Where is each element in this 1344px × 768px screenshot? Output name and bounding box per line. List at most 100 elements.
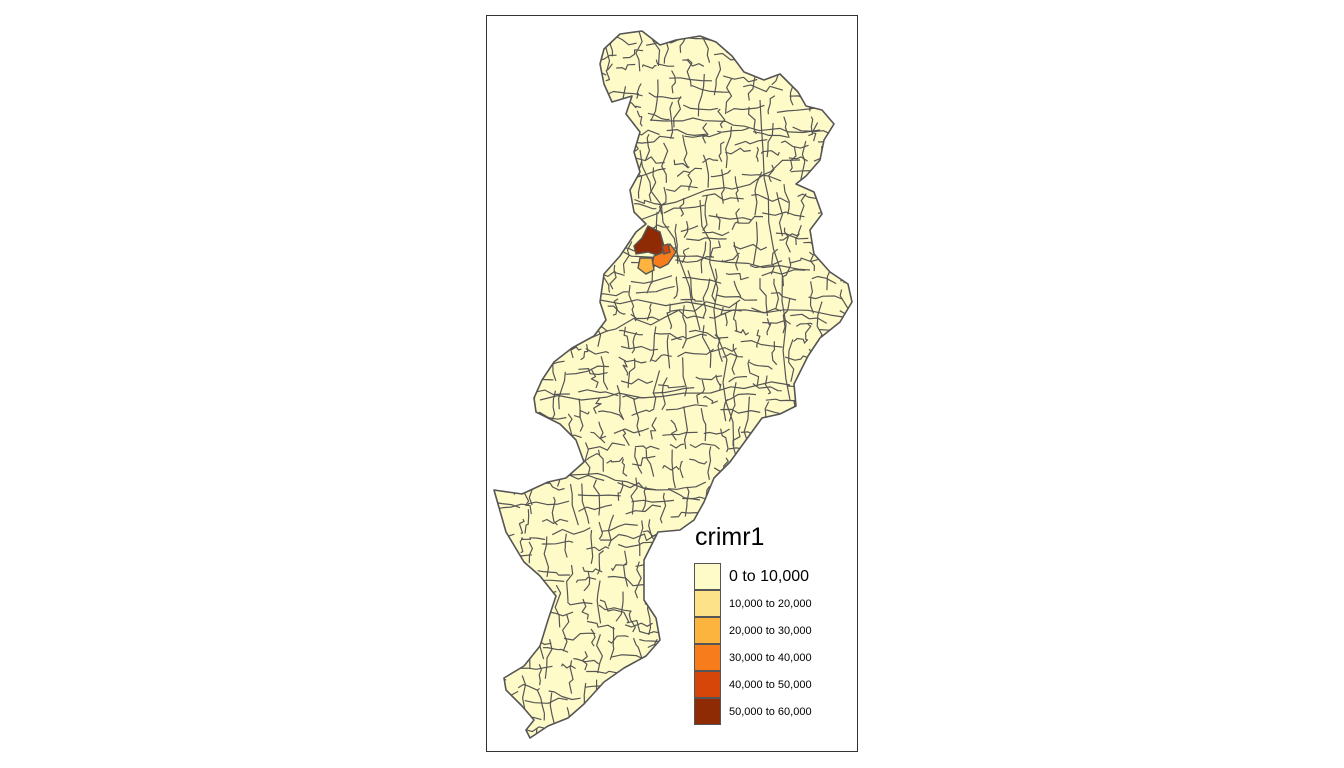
area-boundary — [669, 443, 685, 449]
area-boundary — [663, 721, 670, 738]
area-boundary — [559, 469, 701, 501]
area-boundary — [552, 726, 575, 731]
area-boundary — [677, 348, 715, 358]
area-boundary — [524, 697, 568, 704]
area-boundary — [672, 671, 681, 709]
area-boundary — [598, 521, 603, 540]
area-boundary — [622, 429, 630, 446]
area-boundary — [494, 665, 514, 673]
area-boundary — [678, 625, 695, 632]
area-boundary — [801, 67, 841, 77]
area-boundary — [569, 151, 576, 192]
area-boundary — [636, 110, 643, 127]
area-boundary — [657, 586, 695, 594]
area-boundary — [702, 154, 710, 188]
area-boundary — [728, 382, 737, 422]
area-boundary — [835, 579, 842, 610]
area-boundary — [788, 339, 795, 382]
area-boundary — [759, 99, 791, 401]
area-boundary — [497, 76, 503, 111]
area-boundary — [790, 467, 797, 505]
area-boundary — [755, 146, 759, 162]
area-boundary — [639, 159, 801, 221]
area-boundary — [792, 126, 833, 136]
area-boundary — [636, 83, 642, 99]
area-boundary — [534, 434, 543, 467]
area-boundary — [747, 359, 760, 387]
area-boundary — [776, 107, 817, 113]
area-boundary — [671, 449, 676, 489]
area-boundary — [553, 233, 561, 272]
area-boundary — [661, 377, 668, 411]
area-boundary — [828, 702, 836, 731]
area-boundary — [853, 299, 886, 304]
area-boundary — [624, 622, 653, 628]
area-boundary — [580, 739, 589, 765]
area-boundary — [634, 445, 660, 450]
area-boundary — [541, 61, 558, 70]
area-boundary — [494, 634, 523, 642]
area-boundary — [710, 169, 731, 178]
area-boundary — [554, 584, 562, 628]
area-boundary — [605, 63, 613, 82]
area-boundary — [661, 642, 671, 659]
area-boundary — [532, 31, 542, 63]
area-boundary — [713, 61, 722, 96]
area-boundary — [836, 448, 843, 477]
area-boundary — [628, 210, 634, 232]
area-boundary — [556, 311, 595, 320]
area-boundary — [578, 389, 619, 397]
area-boundary — [809, 281, 815, 314]
area-boundary — [566, 601, 593, 606]
area-boundary — [741, 31, 748, 69]
area-boundary — [776, 192, 783, 237]
area-boundary — [550, 157, 581, 162]
area-boundary — [494, 722, 513, 728]
area-boundary — [623, 550, 629, 587]
area-boundary — [790, 257, 819, 264]
area-boundary — [648, 167, 657, 202]
highlight-area — [661, 243, 671, 255]
highlight-areas — [633, 225, 677, 275]
area-boundary — [523, 336, 530, 375]
area-boundary — [798, 456, 828, 465]
area-boundary — [812, 352, 819, 389]
legend-item: 0 to 10,000 — [694, 563, 809, 590]
area-boundary — [667, 606, 672, 631]
area-boundary — [634, 203, 657, 210]
area-boundary — [519, 537, 524, 554]
area-boundary — [609, 264, 617, 290]
area-boundary — [494, 325, 529, 336]
area-boundary — [508, 609, 515, 635]
area-boundary — [726, 104, 765, 114]
area-boundary — [551, 99, 577, 107]
area-boundary — [494, 42, 505, 48]
area-boundary — [494, 337, 503, 357]
area-boundary — [620, 222, 636, 230]
area-boundary — [702, 231, 730, 237]
area-boundary — [650, 354, 672, 362]
area-boundary — [767, 95, 776, 115]
area-boundary — [733, 243, 768, 251]
area-boundary — [612, 131, 620, 174]
area-boundary — [571, 140, 587, 148]
area-boundary — [818, 227, 845, 234]
area-boundary — [617, 480, 624, 501]
area-boundary — [802, 492, 837, 504]
area-boundary — [813, 682, 819, 720]
area-boundary — [725, 147, 751, 155]
area-boundary — [686, 37, 712, 41]
area-boundary — [593, 397, 602, 415]
area-boundary — [494, 204, 523, 213]
area-boundary — [845, 117, 852, 142]
area-boundary — [636, 156, 665, 164]
area-boundary — [743, 396, 750, 441]
area-boundary — [530, 572, 540, 608]
area-boundary — [734, 176, 739, 203]
area-boundary — [841, 50, 852, 59]
area-boundary — [841, 202, 852, 209]
area-boundary — [494, 435, 533, 441]
area-boundary — [494, 474, 532, 480]
area-boundary — [702, 193, 744, 201]
area-boundary — [825, 555, 846, 562]
